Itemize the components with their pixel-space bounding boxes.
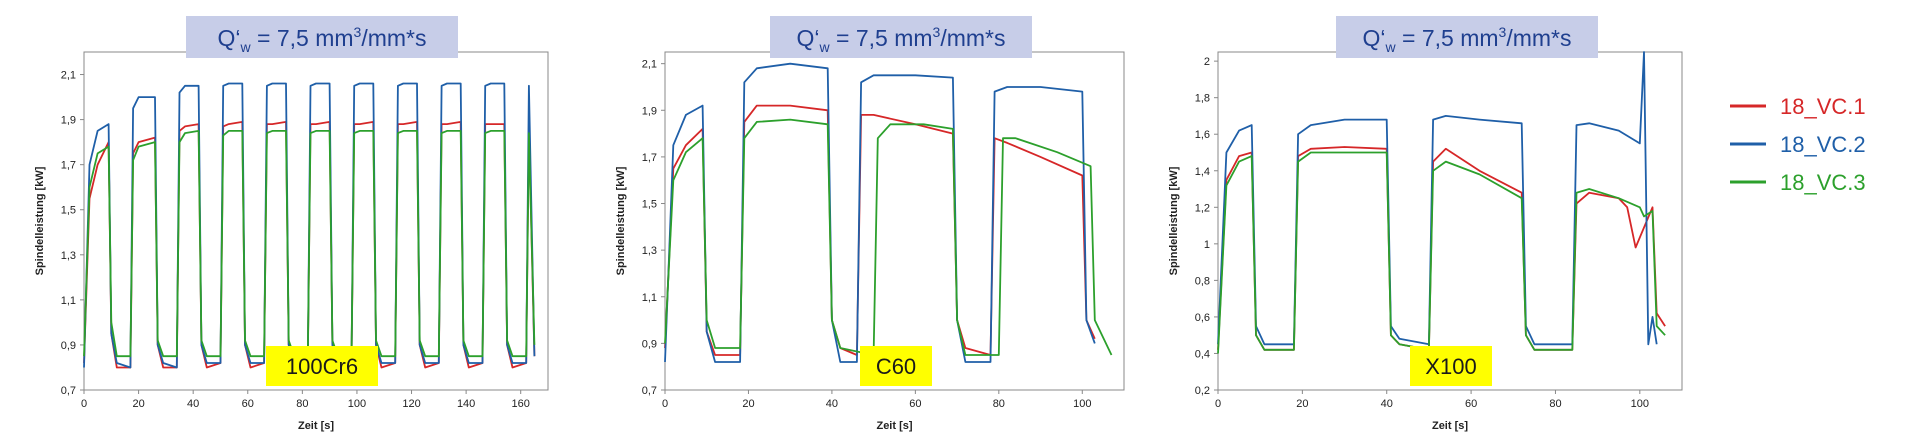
y-tick-label: 1,5	[642, 199, 657, 211]
y-tick-label: 1,1	[642, 292, 657, 304]
y-tick-label: 0,9	[642, 338, 657, 350]
material-label: 100Cr6	[286, 354, 358, 379]
x-tick-label: 40	[187, 398, 199, 410]
plot-frame	[83, 51, 549, 391]
x-tick-label: 120	[402, 398, 420, 410]
y-tick-label: 1,3	[642, 245, 657, 257]
chart-panel-c60: 0,7 0,9 1,1 1,3 1,5 1,7 1,9 2,1 0 20 40 60 80 100 Zeit…	[615, 16, 1125, 432]
title-box	[186, 16, 458, 58]
series-line-18-vc-2	[664, 62, 1096, 363]
x-tick-label: 60	[1465, 398, 1477, 410]
material-box	[266, 346, 378, 386]
x-tick-label: 20	[1296, 398, 1308, 410]
title-mid: = 7,5 mm	[251, 25, 354, 51]
y-tick-label: 1,7	[61, 160, 76, 172]
x-tick-label: 20	[132, 398, 144, 410]
legend: 18_VC.1 18_VC.2 18_VC.3	[1730, 94, 1866, 195]
y-tick-label: 1	[1204, 239, 1210, 251]
y-tick-label: 1,8	[1195, 93, 1210, 105]
chart-panel-x100: 0,20,40,60,811,21,41,61,820 20 40 60 80 100Ze…	[1168, 16, 1683, 432]
x-tick-label: 80	[1549, 398, 1561, 410]
x-tick-label: 100	[1631, 398, 1649, 410]
chart-title: Q‘w = 7,5 mm3/mm*s	[1363, 24, 1572, 55]
x-tick-label: 40	[1381, 398, 1393, 410]
title-superscript: 3	[1499, 24, 1507, 40]
title-subscript: w	[819, 39, 831, 55]
x-tick-label: 20	[742, 398, 754, 410]
y-tick-label: 0,8	[1195, 275, 1210, 287]
material-box	[1410, 346, 1492, 386]
chart-title: Q‘w = 7,5 mm3/mm*s	[797, 24, 1006, 55]
y-tick-label: 1,2	[1195, 202, 1210, 214]
title-box	[1336, 16, 1598, 58]
chart-panel-100cr6: 0,7 0,9 1,1 1,3 1,5 1,7 1,9 2,1 0 20 40 60 80 100 120 1…	[34, 16, 549, 432]
series-line-18-vc-2	[1217, 51, 1658, 346]
y-axis-label: Spindelleistung [kW]	[34, 166, 46, 275]
x-tick-label: 100	[1073, 398, 1091, 410]
material-box	[860, 346, 932, 386]
x-tick-label: 40	[826, 398, 838, 410]
y-tick-label: 2,1	[61, 70, 76, 82]
y-tick-label: 1,9	[61, 115, 76, 127]
legend-label: 18_VC.2	[1780, 132, 1866, 157]
y-tick-label: 1,4	[1195, 166, 1210, 178]
x-tick-label: 0	[662, 398, 668, 410]
x-tick-label: 160	[512, 398, 530, 410]
legend-label: 18_VC.1	[1780, 94, 1866, 119]
series-line-18-vc-3	[1217, 151, 1666, 354]
chart-title: Q‘w = 7,5 mm3/mm*s	[218, 24, 427, 55]
y-tick-label: 1,7	[642, 152, 657, 164]
title-prefix: Q‘	[1363, 25, 1386, 51]
title-mid: = 7,5 mm	[1396, 25, 1499, 51]
title-subscript: w	[240, 39, 252, 55]
x-axis-label: Zeit [s]	[876, 420, 912, 432]
y-tick-label: 0,9	[61, 340, 76, 352]
y-tick-label: 0,2	[1195, 385, 1210, 397]
y-tick-label: 0,7	[61, 385, 76, 397]
x-tick-label: 0	[81, 398, 87, 410]
x-tick-label: 60	[909, 398, 921, 410]
y-axis-label: Spindelleistung [kW]	[1168, 166, 1180, 275]
title-suffix: /mm*s	[1506, 25, 1571, 51]
y-tick-label: 0,4	[1195, 348, 1210, 360]
material-label: X100	[1425, 354, 1476, 379]
y-tick-label: 0,6	[1195, 312, 1210, 324]
x-axis-label: Zeit [s]	[1432, 420, 1468, 432]
y-axis-label: Spindelleistung [kW]	[615, 166, 627, 275]
title-mid: = 7,5 mm	[830, 25, 933, 51]
y-tick-label: 1,6	[1195, 129, 1210, 141]
material-label: C60	[876, 354, 916, 379]
title-superscript: 3	[933, 24, 941, 40]
title-suffix: /mm*s	[361, 25, 426, 51]
title-subscript: w	[1385, 39, 1397, 55]
series-line-18-vc-3	[83, 129, 536, 358]
y-tick-label: 2	[1204, 56, 1210, 68]
x-tick-label: 60	[242, 398, 254, 410]
plot-frame	[664, 51, 1125, 391]
x-axis-label: Zeit [s]	[298, 420, 334, 432]
x-tick-label: 0	[1215, 398, 1221, 410]
y-tick-label: 0,7	[642, 385, 657, 397]
title-superscript: 3	[354, 24, 362, 40]
title-prefix: Q‘	[797, 25, 820, 51]
y-tick-label: 1,9	[642, 105, 657, 117]
title-box	[770, 16, 1032, 58]
y-tick-label: 1,5	[61, 205, 76, 217]
y-tick-label: 1,1	[61, 295, 76, 307]
y-tick-label: 2,1	[642, 59, 657, 71]
x-tick-label: 140	[457, 398, 475, 410]
x-tick-label: 80	[296, 398, 308, 410]
x-tick-label: 100	[348, 398, 366, 410]
legend-label: 18_VC.3	[1780, 170, 1866, 195]
title-suffix: /mm*s	[940, 25, 1005, 51]
plot-frame	[1217, 51, 1683, 391]
y-tick-label: 1,3	[61, 250, 76, 262]
title-prefix: Q‘	[218, 25, 241, 51]
x-tick-label: 80	[993, 398, 1005, 410]
